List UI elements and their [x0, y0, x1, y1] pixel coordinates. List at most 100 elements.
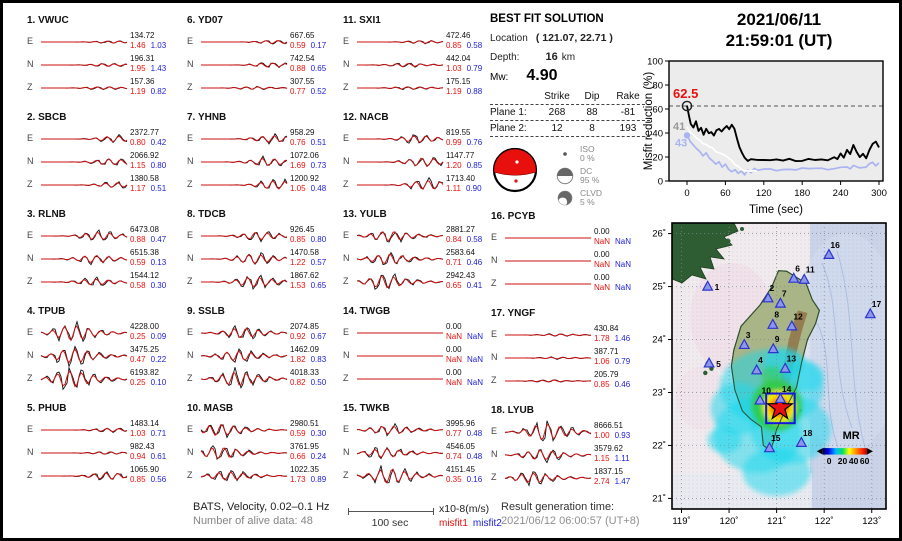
channel-row: Z 1544.12 0.58 0.30: [27, 269, 181, 292]
misfit2-value: 0.48: [466, 428, 483, 438]
plane1-strike: 268: [548, 107, 566, 118]
channel-row: N 0.00 NaN NaN: [491, 248, 645, 271]
channel-row: Z 1380.58 1.17 0.51: [27, 172, 181, 195]
depth-value: 16: [545, 51, 558, 63]
channel-row: E 430.84 1.78 1.46: [491, 322, 645, 345]
station-block: 4. TPUB E 4228.00 0.25 0.09 N 3475.25 0.47 0.22 Z…: [27, 306, 181, 391]
svg-text:Misfit reduction (%): Misfit reduction (%): [643, 72, 655, 171]
channel-values: 2066.92 1.15 0.80: [130, 151, 166, 171]
event-datetime: 2021/06/11 21:59:01 (UT): [661, 9, 897, 51]
sdr-header-row: Strike Dip Rake: [490, 89, 650, 104]
waveform-trace: [357, 86, 444, 91]
channel-values: 2881.27 0.84 0.58: [446, 225, 482, 245]
channel-values: 3995.96 0.77 0.48: [446, 419, 482, 439]
misfit-values: 1.15 1.11: [594, 454, 630, 464]
misfit2-value: 0.17: [310, 40, 327, 50]
channel-row: N 0.00 NaN NaN: [343, 343, 497, 366]
waveform-trace: [41, 86, 128, 91]
channel-values: 430.84 1.78 1.46: [594, 324, 630, 344]
station-header: 5. PHUB: [27, 403, 67, 414]
misfit-values: 1.17 0.51: [130, 184, 166, 194]
amplitude-value: 1867.62: [290, 270, 319, 280]
station-block: 7. YHNB E 958.29 0.76 0.51 N 1072.06 1.69 0.73 Z 1…: [187, 112, 341, 195]
channel-row: E 2372.77 0.80 0.42: [27, 126, 181, 149]
amplitude-value: 0.00: [446, 367, 462, 377]
misfit-values: 0.25 0.09: [130, 332, 166, 342]
station-marker: [767, 318, 779, 329]
misfit2-value: 0.79: [466, 63, 483, 73]
misfit1-value: 0.35: [446, 474, 462, 484]
iso-icon: [563, 152, 567, 156]
channel-row: Z 1837.15 2.74 1.47: [491, 465, 645, 488]
misfit1-value: 1.19: [446, 86, 462, 96]
station-marker: [823, 248, 835, 259]
channel-label: Z: [187, 275, 193, 286]
waveform-trace: [357, 332, 443, 334]
misfit-values: 0.66 0.24: [290, 452, 326, 462]
waveform-trace: [505, 420, 592, 442]
mw-row: Mw: 4.90: [490, 67, 650, 85]
waveform-trace: [41, 158, 128, 166]
channel-label: N: [27, 155, 34, 166]
channel-values: 982.43 0.94 0.61: [130, 442, 166, 462]
amplitude-value: 1200.92: [290, 173, 319, 183]
station-marker: [864, 307, 877, 319]
misfit-values: 0.58 0.30: [130, 281, 166, 291]
station-marker: [750, 363, 763, 375]
station-header: 7. YHNB: [187, 112, 227, 123]
svg-text:24˚: 24˚: [652, 335, 666, 346]
misfit2-value: 0.58: [466, 234, 483, 244]
waveform-trace: [356, 422, 443, 437]
event-date: 2021/06/11: [736, 10, 822, 29]
station-marker: [763, 441, 776, 453]
waveform-trace: [41, 133, 128, 144]
channel-row: E 926.45 0.85 0.80: [187, 223, 341, 246]
misfit-values: 0.35 0.16: [446, 475, 482, 485]
depth-label: Depth:: [490, 52, 520, 63]
amplitude-value: 3995.96: [446, 418, 475, 428]
misfit2-value: 0.65: [310, 280, 327, 290]
misfit1-value: 0.59: [290, 40, 306, 50]
channel-label: Z: [187, 81, 193, 92]
amplitude-value: 1837.15: [594, 466, 623, 476]
waveform-trace: [41, 427, 128, 433]
misfit1-value: 1.03: [446, 63, 462, 73]
station-block: 14. TWGB E 0.00 NaN NaN N 0.00 NaN NaN Z 0.00 NaN Na…: [343, 306, 497, 389]
channel-values: 2980.51 0.59 0.30: [290, 419, 326, 439]
svg-text:120˚: 120˚: [720, 516, 739, 527]
channel-label: Z: [343, 178, 349, 189]
amplitude-value: 4546.05: [446, 441, 475, 451]
channel-row: N 4546.05 0.74 0.48: [343, 440, 497, 463]
svg-text:300: 300: [871, 188, 887, 199]
channel-values: 667.65 0.59 0.17: [290, 31, 326, 51]
waveform-trace: [41, 229, 128, 241]
waveform-trace: [201, 155, 288, 167]
channel-label: E: [343, 35, 350, 46]
misfit2-value: 0.85: [466, 160, 483, 170]
misfit-values: 1.03 0.71: [130, 429, 166, 439]
time-scalebar: [348, 508, 434, 515]
station-map: 1 2 3 4 5 6 7 8 9 10 11 12 13 14 15 16 17 18 MR 0 20 40 60 21˚ 2…: [648, 217, 893, 538]
channel-label: Z: [27, 275, 33, 286]
channel-label: E: [343, 423, 350, 434]
misfit2-value: 0.88: [466, 86, 483, 96]
station-marker: [754, 393, 766, 405]
channel-label: N: [343, 155, 350, 166]
waveform-trace: [504, 449, 592, 464]
amplitude-value: 1470.58: [290, 247, 319, 257]
mechanism-area: ISO 0 % DC 95 % CLVD 5 %: [490, 145, 650, 211]
misfit-values: 0.92 0.67: [290, 332, 326, 342]
misfit2-value: 1.43: [150, 63, 167, 73]
channel-label: E: [187, 229, 194, 240]
amplitude-value: 1462.09: [290, 344, 319, 354]
misfit2-value: 0.76: [466, 137, 483, 147]
channel-values: 0.00 NaN NaN: [446, 368, 483, 388]
waveform-trace: [356, 446, 444, 460]
channel-label: E: [27, 132, 34, 143]
misfit2-value: 0.89: [310, 474, 327, 484]
misfit-values: 1.78 1.46: [594, 334, 630, 344]
channel-row: E 0.00 NaN NaN: [491, 225, 645, 248]
waveform-trace: [41, 63, 128, 67]
misfit2-value: 0.71: [150, 428, 167, 438]
waveform-trace: [200, 348, 288, 363]
